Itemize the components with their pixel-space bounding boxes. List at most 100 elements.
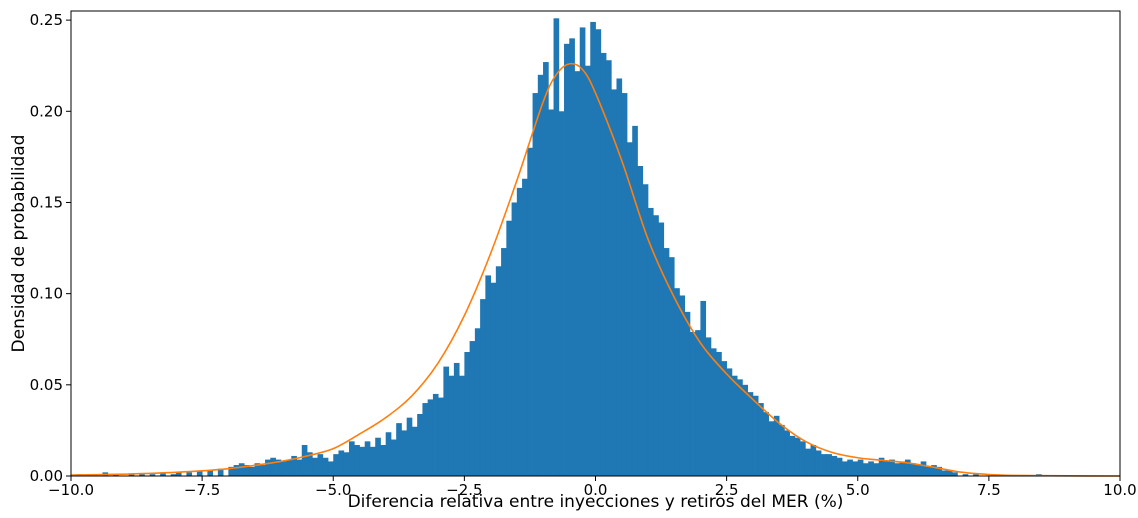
histogram-bar: [579, 27, 586, 476]
histogram-bar: [474, 328, 481, 476]
histogram-bar: [417, 414, 423, 476]
histogram-bar: [333, 454, 339, 476]
histogram-bar: [899, 461, 906, 476]
histogram-bar: [873, 463, 880, 476]
histogram-bar: [689, 331, 696, 476]
y-tick-label: 0.20: [30, 102, 63, 120]
histogram-bar: [626, 142, 633, 477]
histogram-bar: [653, 215, 659, 477]
histogram-bar: [857, 459, 864, 476]
histogram-bar: [506, 220, 512, 476]
histogram-bar: [254, 463, 261, 476]
x-tick-label: −5.0: [315, 481, 351, 499]
histogram-bar: [758, 403, 764, 476]
histogram-bar: [836, 457, 843, 476]
histogram-bar: [244, 465, 250, 476]
histogram-bar: [910, 463, 916, 476]
histogram-bar: [737, 379, 743, 476]
histogram-bar: [406, 417, 413, 476]
histogram-bar: [847, 459, 853, 476]
histogram-bar: [684, 311, 691, 476]
histogram-bar: [863, 463, 869, 476]
histogram-bar: [338, 450, 345, 476]
histogram-bar: [868, 461, 874, 476]
histogram-bar: [894, 463, 901, 476]
histogram-bar: [369, 446, 376, 476]
histogram-bar: [443, 366, 450, 476]
histogram-bar: [348, 441, 355, 476]
y-tick-label: 0.15: [30, 193, 63, 211]
histogram-bar: [936, 466, 943, 476]
histogram-bar: [270, 457, 276, 476]
histogram-bar: [343, 452, 350, 476]
y-axis-label: Densidad de probabilidad: [9, 135, 29, 353]
histogram-bar: [564, 43, 570, 476]
histogram-bar: [469, 341, 476, 476]
histogram-bar: [826, 454, 832, 476]
histogram-bar: [307, 452, 313, 476]
x-tick-label: 5.0: [846, 481, 870, 499]
histogram-bar: [752, 395, 759, 476]
histogram-bar: [380, 445, 387, 476]
histogram-bar: [364, 441, 371, 476]
histogram-bar: [175, 472, 182, 476]
histogram-bar: [773, 415, 780, 476]
histogram-bar: [411, 426, 418, 476]
histogram-bar: [354, 445, 360, 476]
density-curve: [70, 62, 1121, 477]
histogram-bar: [768, 421, 775, 476]
histogram-bar: [359, 446, 366, 476]
histogram-bar: [328, 461, 334, 476]
histogram-bar: [590, 21, 596, 476]
histogram-bar: [558, 111, 565, 476]
histogram-bar: [170, 474, 177, 476]
histogram-bar: [674, 288, 680, 476]
histogram-bar: [784, 430, 790, 476]
histogram-bar: [569, 38, 575, 476]
histogram-bar: [616, 78, 623, 476]
histogram-bar: [286, 459, 292, 476]
histogram-bar: [422, 403, 429, 476]
histogram-bar: [716, 352, 722, 476]
histogram-bar: [238, 463, 245, 476]
histogram-bar: [396, 423, 402, 476]
histogram-bar: [217, 468, 224, 476]
histogram-bar: [438, 397, 444, 476]
histogram-bar: [301, 445, 308, 476]
histogram-bar: [427, 399, 434, 476]
histogram-bar: [480, 299, 486, 476]
histogram-bar: [721, 361, 728, 476]
histogram-bar: [663, 248, 670, 476]
histogram-bar: [794, 437, 801, 476]
histogram-bar: [296, 459, 303, 476]
histogram-bar: [149, 474, 156, 476]
histogram-bar: [621, 93, 628, 476]
histogram-bar: [658, 222, 665, 476]
density-curve-layer: [70, 62, 1121, 477]
y-axis-ticks: 0.00 0.05 0.10 0.15 0.20 0.25: [30, 11, 71, 485]
histogram-bar: [742, 384, 749, 476]
histogram-bar: [679, 295, 686, 476]
histogram-bar: [228, 466, 234, 476]
histogram-bar: [291, 455, 297, 476]
histogram-bar: [511, 202, 518, 476]
histogram-bar: [553, 18, 560, 476]
histogram-bar: [605, 60, 612, 477]
histogram-bar: [647, 207, 654, 476]
histogram-bar: [574, 71, 581, 477]
histogram-bar: [878, 457, 885, 476]
histogram-bar: [632, 125, 638, 476]
histogram-bar: [973, 474, 979, 476]
x-axis-label: Diferencia relativa entre inyecciones y …: [348, 492, 844, 512]
histogram-bar: [490, 282, 497, 476]
histogram-bar: [611, 89, 617, 476]
histogram-bar: [941, 470, 948, 476]
histogram-bar: [280, 461, 287, 476]
histogram-bar: [705, 337, 712, 476]
histogram-bar: [731, 375, 738, 476]
histogram-bar: [726, 368, 733, 476]
histogram-bar: [390, 439, 397, 476]
histogram-bar: [931, 465, 937, 476]
histogram-bar: [585, 65, 591, 477]
